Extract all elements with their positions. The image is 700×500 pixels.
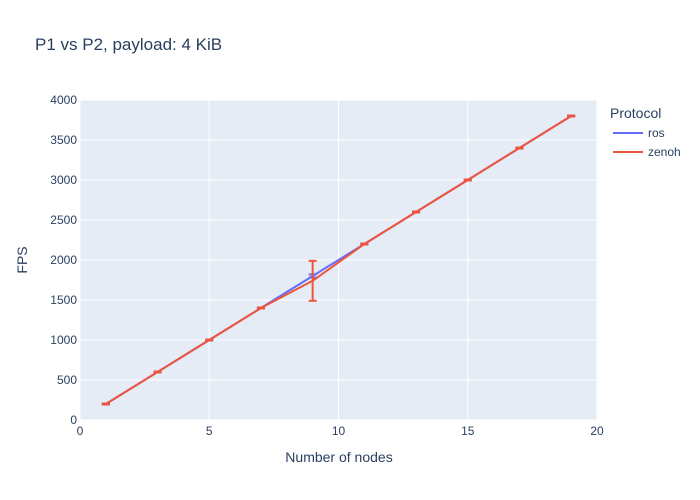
legend[interactable]: Protocol ros zenoh	[610, 105, 681, 159]
y-tick-label: 1000	[50, 333, 77, 347]
chart-title: P1 vs P2, payload: 4 KiB	[35, 35, 222, 54]
error-bar	[567, 114, 576, 118]
y-tick-label: 2000	[50, 253, 77, 267]
series-zenoh	[101, 114, 576, 406]
y-tick-label: 500	[57, 373, 77, 387]
series-line-zenoh	[105, 115, 572, 405]
legend-label: zenoh	[648, 145, 681, 159]
series-group	[101, 114, 576, 406]
x-tick-label: 10	[332, 424, 346, 438]
y-axis-title: FPS	[14, 246, 30, 273]
legend-item-zenoh[interactable]: zenoh	[613, 145, 681, 159]
error-bar	[101, 402, 110, 406]
error-bar	[205, 338, 214, 342]
y-tick-labels: 0 500 1000 1500 2000 2500 3000 3500 4000	[50, 93, 77, 427]
error-bar	[153, 370, 162, 374]
x-tick-label: 20	[590, 424, 604, 438]
y-tick-label: 2500	[50, 213, 77, 227]
x-tick-label: 0	[77, 424, 84, 438]
y-tick-label: 1500	[50, 293, 77, 307]
y-tick-label: 3000	[50, 173, 77, 187]
legend-item-ros[interactable]: ros	[613, 126, 665, 140]
x-tick-label: 15	[461, 424, 475, 438]
x-axis-title: Number of nodes	[285, 449, 392, 465]
legend-label: ros	[648, 126, 665, 140]
y-tick-label: 0	[70, 413, 77, 427]
error-bar	[256, 306, 265, 310]
error-bar	[360, 242, 369, 246]
error-bar	[515, 146, 524, 150]
x-tick-labels: 0 5 10 15 20	[77, 424, 604, 438]
x-tick-label: 5	[206, 424, 213, 438]
legend-title: Protocol	[610, 105, 661, 121]
error-bar	[308, 259, 317, 302]
error-bar	[463, 178, 472, 182]
y-tick-label: 4000	[50, 93, 77, 107]
error-bar	[412, 210, 421, 214]
y-tick-label: 3500	[50, 133, 77, 147]
